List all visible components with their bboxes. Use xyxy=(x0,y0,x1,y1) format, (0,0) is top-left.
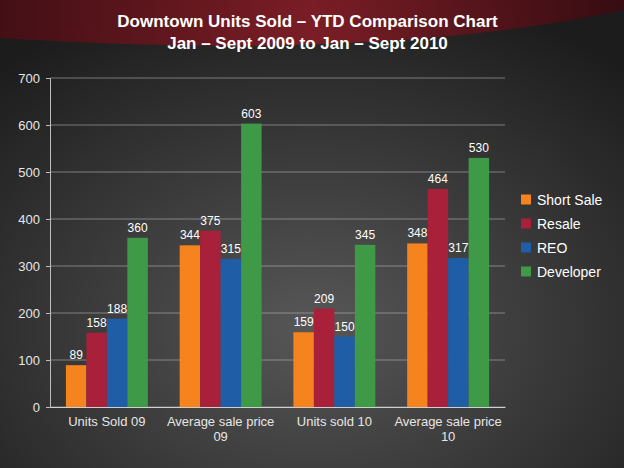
tick-mark xyxy=(46,313,50,314)
legend-label: REO xyxy=(537,240,567,256)
data-label: 158 xyxy=(87,316,107,330)
bar xyxy=(334,337,354,408)
bar xyxy=(293,332,313,407)
axis-line xyxy=(51,407,506,408)
bar xyxy=(407,243,427,407)
data-label: 345 xyxy=(355,228,375,242)
data-label: 375 xyxy=(200,214,220,228)
tick: 200 xyxy=(18,306,50,321)
tick-mark xyxy=(46,266,50,267)
bar xyxy=(241,124,261,407)
data-label: 89 xyxy=(69,348,83,362)
tick-label-line: 09 xyxy=(213,429,227,444)
tick: 0 xyxy=(33,400,50,415)
bar xyxy=(180,245,200,407)
tick: 500 xyxy=(18,165,50,180)
bar xyxy=(221,259,241,407)
subtitle: Jan – Sept 2009 to Jan – Sept 2010 xyxy=(167,34,448,53)
bars xyxy=(66,124,489,407)
bar xyxy=(314,309,334,407)
background xyxy=(0,0,624,468)
tick-label: 0 xyxy=(33,400,40,415)
legend: Short Sale Resale REO Developer xyxy=(521,192,603,280)
bar xyxy=(107,319,127,407)
bar xyxy=(66,365,86,407)
bar xyxy=(448,258,468,407)
grid xyxy=(50,78,505,407)
data-label: 603 xyxy=(241,107,261,121)
data-label: 464 xyxy=(428,172,448,186)
legend-swatch xyxy=(521,195,531,205)
data-label: 159 xyxy=(294,315,314,329)
data-label: 530 xyxy=(469,141,489,155)
tick-mark xyxy=(46,360,50,361)
tick: 600 xyxy=(18,118,50,133)
tick-label: 600 xyxy=(18,118,40,133)
legend-swatch xyxy=(521,243,531,253)
tick-mark xyxy=(46,407,50,408)
tick-label-line: Units Sold 09 xyxy=(68,414,145,429)
data-label: 188 xyxy=(107,302,127,316)
tick-label: 300 xyxy=(18,259,40,274)
data-label: 344 xyxy=(180,228,200,242)
tick-label: 400 xyxy=(18,212,40,227)
bar xyxy=(200,231,220,407)
tick-label-line: 10 xyxy=(441,429,455,444)
tick-label: Average sale price10 xyxy=(394,414,501,444)
data-label: 209 xyxy=(314,292,334,306)
chart: Downtown Units Sold – YTD Comparison Cha… xyxy=(0,0,624,468)
legend-label: Developer xyxy=(537,264,601,280)
tick-label: Units sold 10 xyxy=(297,414,372,429)
tick-mark xyxy=(46,172,50,173)
grid-line xyxy=(50,78,505,79)
legend-label: Resale xyxy=(537,216,581,232)
tick: 400 xyxy=(18,212,50,227)
x-axis: Units Sold 09Average sale price09Units s… xyxy=(51,407,506,444)
legend-swatch xyxy=(521,219,531,229)
tick-mark xyxy=(46,125,50,126)
tick-label: 100 xyxy=(18,353,40,368)
data-label: 315 xyxy=(221,242,241,256)
bar xyxy=(469,158,489,407)
y-axis: 0 100 200 300 400 500 600 700 xyxy=(18,71,50,415)
legend-label: Short Sale xyxy=(537,192,603,208)
bar xyxy=(127,238,147,407)
grid-line xyxy=(50,125,505,126)
data-label: 348 xyxy=(407,226,427,240)
tick-label: 500 xyxy=(18,165,40,180)
tick-label-line: Units sold 10 xyxy=(297,414,372,429)
tick-label: Average sale price09 xyxy=(167,414,274,444)
tick: 300 xyxy=(18,259,50,274)
bar xyxy=(355,245,375,407)
tick-label: 200 xyxy=(18,306,40,321)
legend-swatch xyxy=(521,267,531,277)
tick-label-line: Average sale price xyxy=(167,414,274,429)
axis-line xyxy=(46,79,51,408)
tick: 700 xyxy=(18,71,50,86)
tick: Units sold 10 xyxy=(297,407,372,429)
data-label: 317 xyxy=(448,241,468,255)
tick-label-line: Average sale price xyxy=(394,414,501,429)
tick-mark xyxy=(46,219,50,220)
data-labels: 89 344 159 348 158 375 209 464 188 315 150 317 360 60… xyxy=(69,107,489,363)
bar xyxy=(86,333,106,407)
tick-label: 700 xyxy=(18,71,40,86)
tick: 100 xyxy=(18,353,50,368)
data-label: 360 xyxy=(128,221,148,235)
tick: Average sale price10 xyxy=(394,407,501,444)
data-label: 150 xyxy=(335,320,355,334)
tick-mark xyxy=(46,78,50,79)
tick: Units Sold 09 xyxy=(68,407,145,429)
bar xyxy=(428,189,448,407)
tick-label: Units Sold 09 xyxy=(68,414,145,429)
tick: Average sale price09 xyxy=(167,407,274,444)
title: Downtown Units Sold – YTD Comparison Cha… xyxy=(117,12,498,31)
